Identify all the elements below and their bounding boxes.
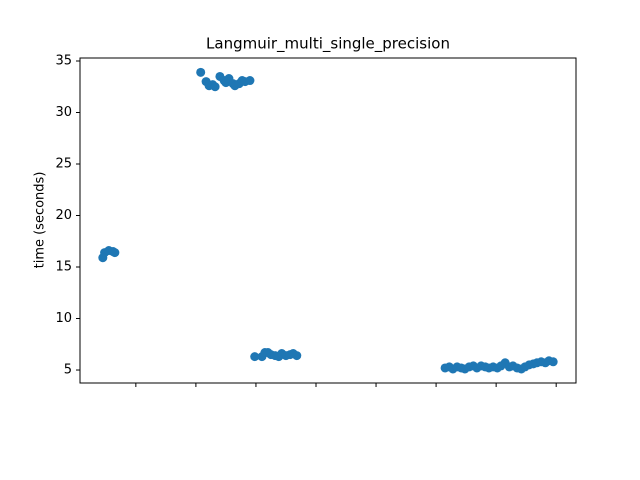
point [210, 82, 220, 92]
point [292, 351, 302, 361]
point [250, 352, 260, 362]
chart-title: Langmuir_multi_single_precision [206, 35, 450, 54]
y-tick-label: 30 [55, 105, 72, 120]
point [245, 76, 255, 86]
y-tick-label: 10 [55, 311, 72, 326]
y-axis-label: time (seconds) [33, 172, 48, 269]
point [196, 67, 206, 77]
y-tick-label: 25 [55, 156, 72, 171]
y-tick-label: 15 [55, 260, 72, 275]
point [548, 357, 558, 367]
y-tick-label: 5 [64, 363, 72, 378]
y-tick-label: 20 [55, 208, 72, 223]
point [110, 248, 120, 258]
y-tick-label: 35 [55, 53, 72, 68]
plot-frame [79, 57, 577, 384]
